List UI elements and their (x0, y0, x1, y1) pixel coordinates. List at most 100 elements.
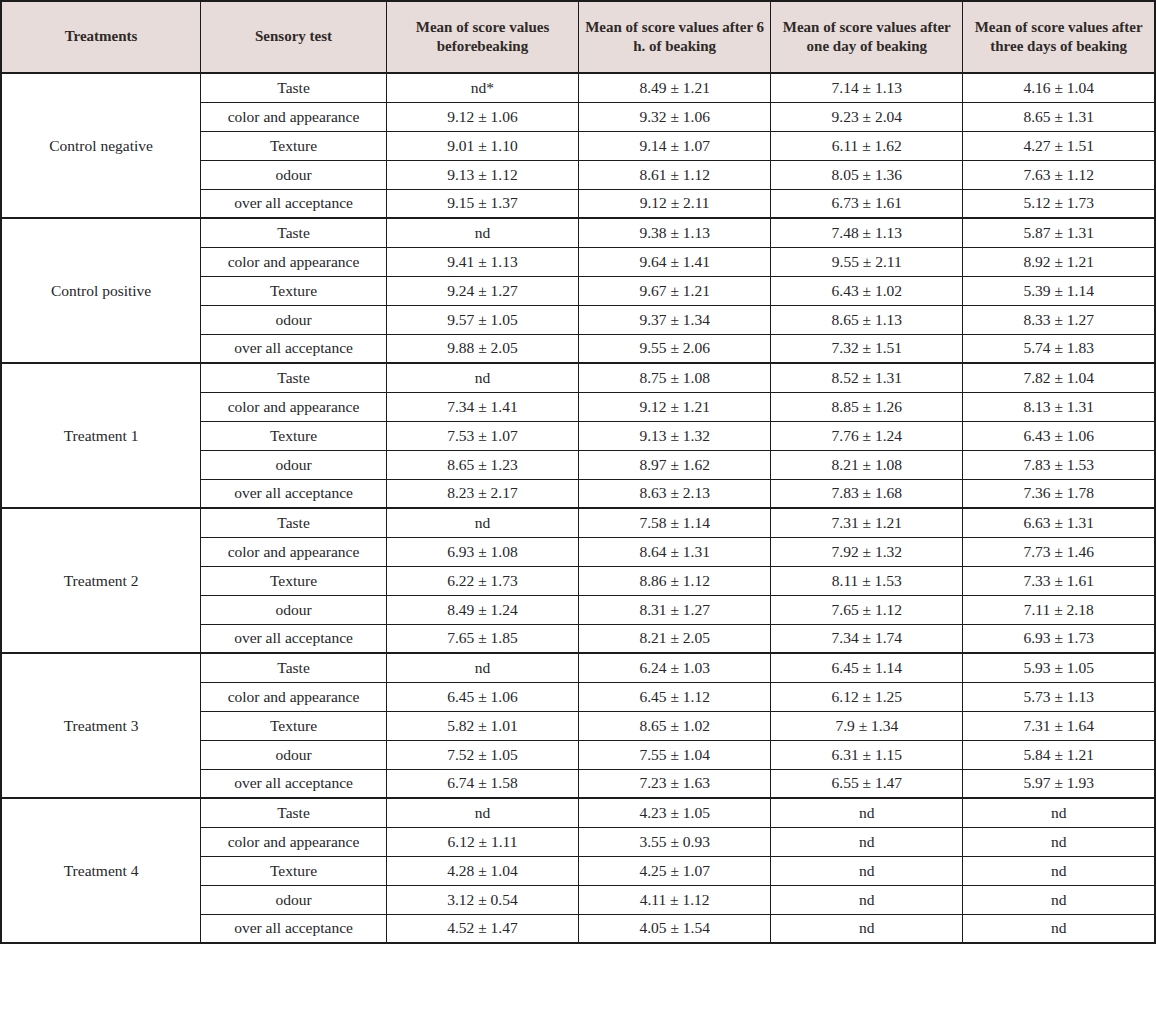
score-cell: 7.48 ± 1.13 (771, 218, 963, 247)
sensory-test-cell: odour (201, 305, 387, 334)
score-cell: 8.75 ± 1.08 (579, 363, 771, 392)
score-cell: 4.16 ± 1.04 (963, 73, 1155, 102)
score-cell: 9.67 ± 1.21 (579, 276, 771, 305)
sensory-test-cell: Texture (201, 566, 387, 595)
sensory-test-cell: Texture (201, 131, 387, 160)
table-row: Treatment 1Tastend8.75 ± 1.088.52 ± 1.31… (1, 363, 1155, 392)
score-cell: 8.64 ± 1.31 (579, 537, 771, 566)
sensory-test-cell: over all acceptance (201, 334, 387, 363)
sensory-test-cell: color and appearance (201, 247, 387, 276)
score-cell: 8.05 ± 1.36 (771, 160, 963, 189)
score-cell: 8.49 ± 1.21 (579, 73, 771, 102)
score-cell: nd (963, 798, 1155, 827)
score-cell: 9.37 ± 1.34 (579, 305, 771, 334)
sensory-test-cell: over all acceptance (201, 914, 387, 943)
score-cell: 8.65 ± 1.13 (771, 305, 963, 334)
score-cell: 9.57 ± 1.05 (386, 305, 578, 334)
score-cell: nd (386, 798, 578, 827)
score-cell: nd (771, 827, 963, 856)
treatment-group: Treatment 4Tastend4.23 ± 1.05ndndcolor a… (1, 798, 1155, 943)
score-cell: 6.63 ± 1.31 (963, 508, 1155, 537)
treatment-group: Control positiveTastend9.38 ± 1.137.48 ±… (1, 218, 1155, 363)
treatment-group: Treatment 3Tastend6.24 ± 1.036.45 ± 1.14… (1, 653, 1155, 798)
score-cell: 9.23 ± 2.04 (771, 102, 963, 131)
score-cell: 8.61 ± 1.12 (579, 160, 771, 189)
score-cell: 4.25 ± 1.07 (579, 856, 771, 885)
score-cell: 8.52 ± 1.31 (771, 363, 963, 392)
treatment-group: Treatment 2Tastend7.58 ± 1.147.31 ± 1.21… (1, 508, 1155, 653)
score-cell: 7.58 ± 1.14 (579, 508, 771, 537)
score-cell: 7.83 ± 1.53 (963, 450, 1155, 479)
score-cell: 9.12 ± 2.11 (579, 189, 771, 218)
score-cell: 3.12 ± 0.54 (386, 885, 578, 914)
treatment-cell: Control negative (1, 73, 201, 218)
score-cell: 9.88 ± 2.05 (386, 334, 578, 363)
score-cell: 6.31 ± 1.15 (771, 740, 963, 769)
table-row: Treatment 2Tastend7.58 ± 1.147.31 ± 1.21… (1, 508, 1155, 537)
sensory-test-cell: color and appearance (201, 827, 387, 856)
score-cell: nd (963, 885, 1155, 914)
col-header-sensory-test: Sensory test (201, 1, 387, 73)
table-header-row: Treatments Sensory test Mean of score va… (1, 1, 1155, 73)
score-cell: nd (386, 363, 578, 392)
score-cell: 7.31 ± 1.64 (963, 711, 1155, 740)
score-cell: 5.84 ± 1.21 (963, 740, 1155, 769)
sensory-test-cell: color and appearance (201, 392, 387, 421)
score-cell: 8.21 ± 1.08 (771, 450, 963, 479)
score-cell: 9.64 ± 1.41 (579, 247, 771, 276)
treatment-cell: Treatment 4 (1, 798, 201, 943)
score-cell: 9.41 ± 1.13 (386, 247, 578, 276)
sensory-test-cell: Taste (201, 218, 387, 247)
treatment-cell: Treatment 2 (1, 508, 201, 653)
score-cell: 7.23 ± 1.63 (579, 769, 771, 798)
sensory-evaluation-table: Treatments Sensory test Mean of score va… (0, 0, 1156, 944)
score-cell: 8.21 ± 2.05 (579, 624, 771, 653)
score-cell: 4.52 ± 1.47 (386, 914, 578, 943)
sensory-test-cell: Texture (201, 276, 387, 305)
sensory-test-cell: Taste (201, 73, 387, 102)
score-cell: 5.39 ± 1.14 (963, 276, 1155, 305)
score-cell: 9.12 ± 1.06 (386, 102, 578, 131)
treatment-cell: Treatment 3 (1, 653, 201, 798)
score-cell: 5.87 ± 1.31 (963, 218, 1155, 247)
score-cell: 9.38 ± 1.13 (579, 218, 771, 247)
score-cell: 8.65 ± 1.31 (963, 102, 1155, 131)
score-cell: 8.13 ± 1.31 (963, 392, 1155, 421)
score-cell: 6.11 ± 1.62 (771, 131, 963, 160)
sensory-test-cell: Taste (201, 653, 387, 682)
score-cell: nd (963, 856, 1155, 885)
score-cell: nd (771, 914, 963, 943)
sensory-test-cell: odour (201, 885, 387, 914)
score-cell: 9.12 ± 1.21 (579, 392, 771, 421)
score-cell: 6.93 ± 1.08 (386, 537, 578, 566)
score-cell: nd (386, 508, 578, 537)
score-cell: nd (963, 914, 1155, 943)
score-cell: 8.63 ± 2.13 (579, 479, 771, 508)
score-cell: nd (771, 856, 963, 885)
score-cell: 5.74 ± 1.83 (963, 334, 1155, 363)
score-cell: 6.43 ± 1.02 (771, 276, 963, 305)
score-cell: 8.65 ± 1.23 (386, 450, 578, 479)
sensory-test-cell: over all acceptance (201, 624, 387, 653)
score-cell: 7.65 ± 1.85 (386, 624, 578, 653)
score-cell: 9.55 ± 2.06 (579, 334, 771, 363)
col-header-after-three-days: Mean of score values after three days of… (963, 1, 1155, 73)
col-header-before-baking: Mean of score values beforebeaking (386, 1, 578, 73)
score-cell: 8.33 ± 1.27 (963, 305, 1155, 334)
score-cell: 5.73 ± 1.13 (963, 682, 1155, 711)
sensory-test-cell: Texture (201, 856, 387, 885)
treatment-cell: Treatment 1 (1, 363, 201, 508)
score-cell: 6.12 ± 1.11 (386, 827, 578, 856)
sensory-test-cell: over all acceptance (201, 769, 387, 798)
score-cell: 6.74 ± 1.58 (386, 769, 578, 798)
score-cell: 4.11 ± 1.12 (579, 885, 771, 914)
sensory-test-cell: odour (201, 595, 387, 624)
score-cell: 8.85 ± 1.26 (771, 392, 963, 421)
score-cell: 6.45 ± 1.06 (386, 682, 578, 711)
score-cell: 8.23 ± 2.17 (386, 479, 578, 508)
treatment-group: Treatment 1Tastend8.75 ± 1.088.52 ± 1.31… (1, 363, 1155, 508)
score-cell: 9.13 ± 1.32 (579, 421, 771, 450)
score-cell: 6.12 ± 1.25 (771, 682, 963, 711)
score-cell: nd (963, 827, 1155, 856)
col-header-treatments: Treatments (1, 1, 201, 73)
